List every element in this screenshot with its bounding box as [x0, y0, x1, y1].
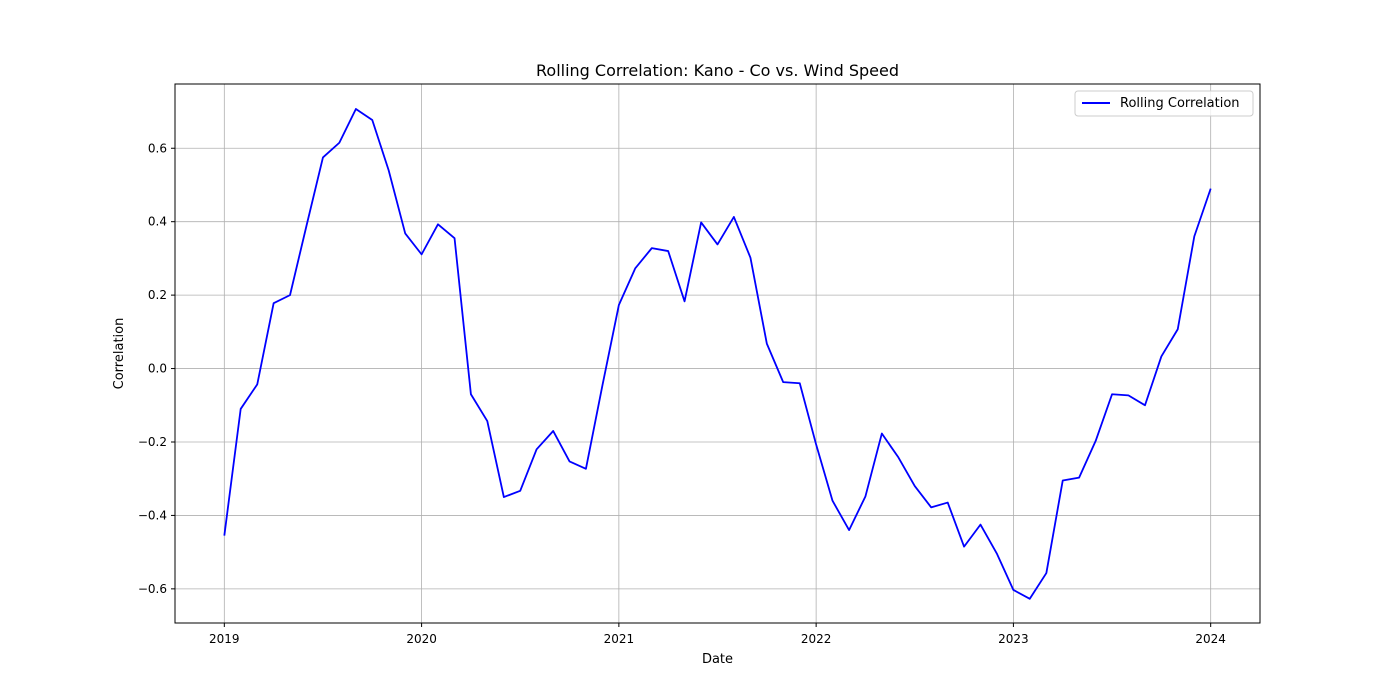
series-line-rolling-correlation	[223, 108, 1212, 600]
y-tick-label: 0.0	[148, 362, 167, 376]
x-tick-label: 2020	[406, 632, 437, 646]
ticks: 2019 2020 2021 2022 2023 2024 −0.6 −0.4 −0.2 0.0 0…	[138, 141, 1226, 646]
legend-box	[1074, 90, 1254, 117]
x-tick-label: 2022	[801, 632, 832, 646]
y-axis-label: Correlation	[112, 318, 127, 390]
y-tick-label: 0.2	[148, 288, 167, 302]
x-tick-label: 2021	[604, 632, 635, 646]
chart-title: Rolling Correlation: Kano - Co vs. Wind …	[536, 61, 899, 80]
x-tick-label: 2019	[209, 632, 240, 646]
series-layer	[223, 108, 1212, 600]
plot-area	[175, 84, 1260, 623]
plot-frame	[174, 83, 1261, 624]
x-tick-label: 2023	[998, 632, 1029, 646]
y-tick-label: 0.6	[148, 141, 167, 155]
y-tick-label: −0.4	[138, 508, 167, 522]
y-tick-label: −0.6	[138, 582, 167, 596]
x-axis-label: Date	[702, 652, 733, 667]
y-tick-label: 0.4	[148, 215, 167, 229]
grid	[175, 84, 1260, 623]
x-tick-label: 2024	[1195, 632, 1226, 646]
y-tick-label: −0.2	[138, 435, 167, 449]
legend-entry-rolling-correlation: Rolling Correlation	[1120, 96, 1240, 111]
legend: Rolling Correlation	[1074, 90, 1254, 117]
